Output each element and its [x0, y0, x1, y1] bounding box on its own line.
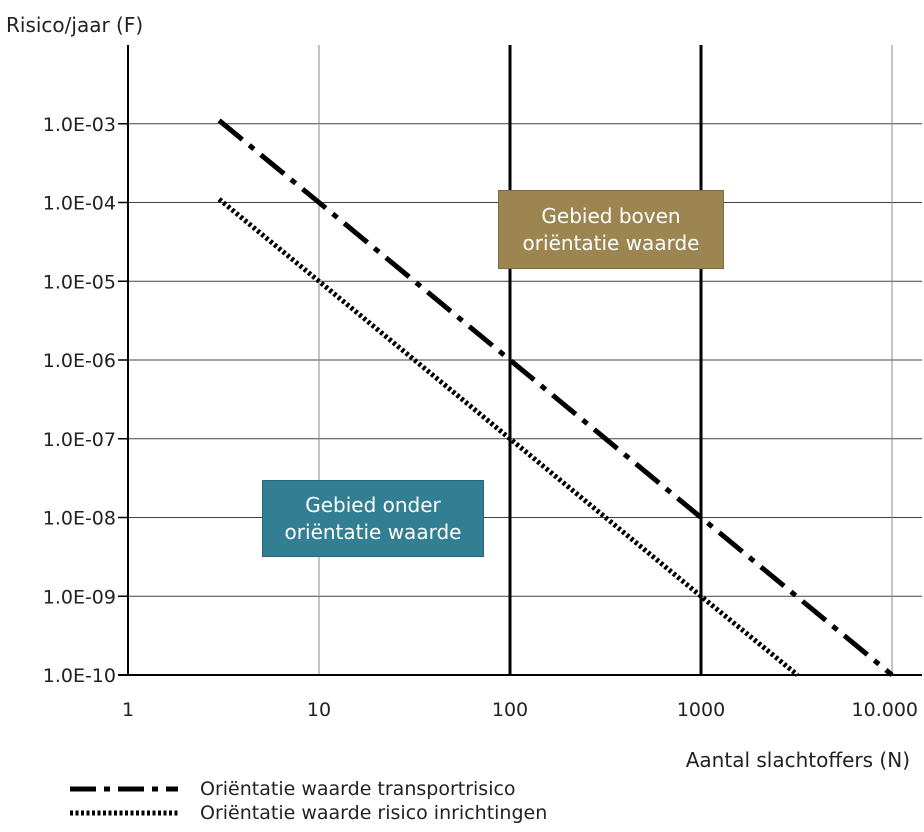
y-tick-label: 1.0E-07: [43, 429, 116, 451]
x-tick-label: 1: [122, 699, 134, 721]
reference-lines: [508, 45, 703, 675]
y-tick-label: 1.0E-06: [43, 350, 116, 372]
legend-swatches: [70, 786, 178, 816]
x-tick-label: 10: [307, 699, 331, 721]
grid-lines: [128, 45, 922, 675]
area-above-line-1: Gebied boven: [541, 203, 681, 228]
y-tick-labels: 1.0E-03 1.0E-04 1.0E-05 1.0E-06 1.0E-07 1.0E-…: [43, 114, 116, 687]
series-line-0: [217, 118, 894, 677]
axes: [118, 45, 922, 676]
x-tick-label: 10.000: [852, 699, 918, 721]
area-below-line-1: Gebied onder: [305, 492, 441, 517]
area-below-line-2: oriëntatie waarde: [284, 519, 462, 544]
area-above-orientation-label: Gebied boven oriëntatie waarde: [498, 190, 724, 269]
legend-label-inrichtingen: Oriëntatie waarde risico inrichtingen: [200, 802, 548, 824]
series-lines: [217, 118, 894, 677]
y-tick-label: 1.0E-03: [43, 114, 116, 136]
area-above-line-2: oriëntatie waarde: [522, 230, 700, 255]
series-line-1: [217, 197, 800, 677]
y-tick-label: 1.0E-05: [43, 271, 116, 293]
legend-item-inrichtingen: Oriëntatie waarde risico inrichtingen: [68, 800, 547, 826]
y-tick-label: 1.0E-04: [43, 193, 116, 215]
legend-item-transport: Oriëntatie waarde transportrisico: [68, 776, 516, 802]
x-tick-labels: 1 10 100 1000 10.000: [122, 699, 918, 721]
y-axis-label: Risico/jaar (F): [6, 13, 143, 37]
y-tick-label: 1.0E-09: [43, 586, 116, 608]
legend-label-transport: Oriëntatie waarde transportrisico: [200, 778, 516, 800]
x-tick-label: 1000: [677, 699, 725, 721]
x-tick-label: 100: [492, 699, 528, 721]
area-below-orientation-label: Gebied onder oriëntatie waarde: [262, 480, 484, 557]
x-axis-label: Aantal slachtoffers (N): [686, 748, 910, 772]
y-tick-label: 1.0E-10: [43, 665, 116, 687]
y-tick-label: 1.0E-08: [43, 508, 116, 530]
